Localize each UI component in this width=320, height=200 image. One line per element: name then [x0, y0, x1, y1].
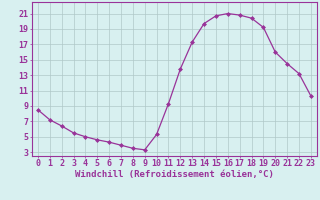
X-axis label: Windchill (Refroidissement éolien,°C): Windchill (Refroidissement éolien,°C) [75, 170, 274, 179]
